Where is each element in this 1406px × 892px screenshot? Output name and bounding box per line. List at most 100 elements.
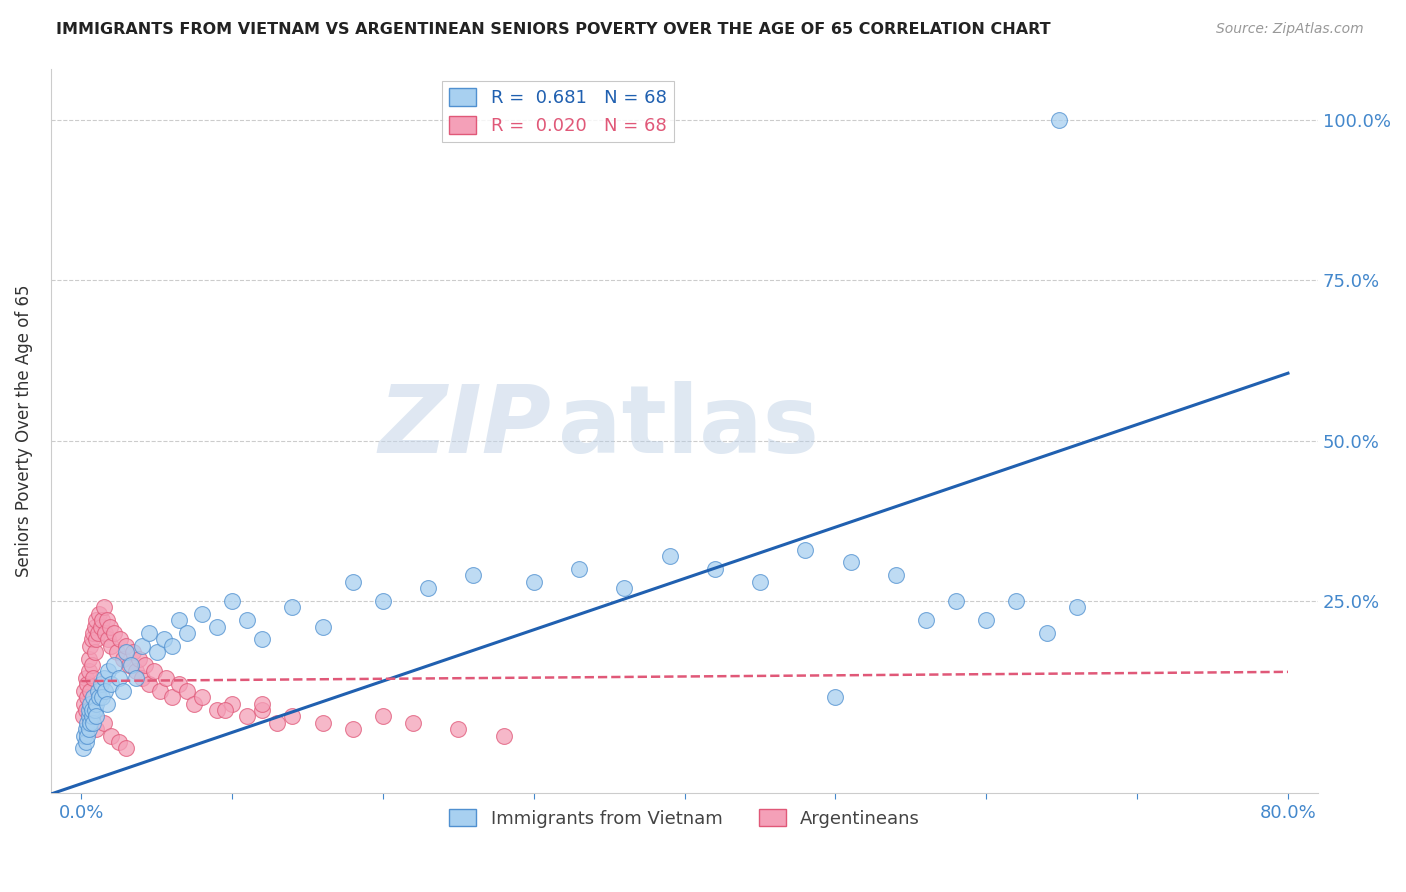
Y-axis label: Seniors Poverty Over the Age of 65: Seniors Poverty Over the Age of 65 [15,285,32,577]
Point [83,703,105,717]
Point [118,658,141,673]
Point [568,562,591,576]
Point [80,632,103,647]
Point [281,709,304,723]
Point [115,741,138,756]
Point [149,683,172,698]
Point [342,574,364,589]
Point [371,594,394,608]
Point [77,709,100,723]
Point [93,671,115,685]
Point [87,683,110,698]
Point [492,729,515,743]
Point [523,574,546,589]
Point [79,715,101,730]
Point [103,658,125,673]
Point [115,645,138,659]
Point [89,607,111,621]
Point [72,741,94,756]
Point [974,613,997,627]
Point [79,697,101,711]
Point [266,715,288,730]
Point [169,677,191,691]
Point [112,651,135,665]
Point [77,722,100,736]
Point [77,651,100,665]
Point [80,658,103,673]
Point [75,735,97,749]
Point [183,697,205,711]
Point [703,562,725,576]
Point [153,632,176,647]
Point [463,568,485,582]
Point [82,671,104,685]
Point [142,665,165,679]
Point [96,697,118,711]
Text: IMMIGRANTS FROM VIETNAM VS ARGENTINEAN SENIORS POVERTY OVER THE AGE OF 65 CORREL: IMMIGRANTS FROM VIETNAM VS ARGENTINEAN S… [56,22,1050,37]
Point [93,715,115,730]
Point [108,735,131,749]
Point [75,722,97,736]
Point [342,722,364,736]
Point [82,626,104,640]
Point [82,715,104,730]
Text: Source: ZipAtlas.com: Source: ZipAtlas.com [1216,22,1364,37]
Point [80,703,103,717]
Point [79,639,101,653]
Point [76,690,98,705]
Point [107,645,129,659]
Point [82,690,104,705]
Point [160,639,183,653]
Point [749,574,772,589]
Point [90,677,112,691]
Point [138,626,160,640]
Point [98,619,121,633]
Point [160,690,183,705]
Point [839,556,862,570]
Point [103,626,125,640]
Point [824,690,846,705]
Point [418,581,440,595]
Point [96,613,118,627]
Point [120,658,142,673]
Point [75,671,97,685]
Point [115,639,138,653]
Point [76,677,98,691]
Point [87,626,110,640]
Point [100,729,122,743]
Point [221,594,243,608]
Text: ZIP: ZIP [378,381,551,474]
Point [73,683,96,698]
Point [100,639,122,653]
Point [155,671,177,685]
Point [1035,626,1057,640]
Point [131,639,153,653]
Point [311,715,333,730]
Point [97,665,120,679]
Point [84,697,107,711]
Point [89,690,111,705]
Point [84,709,107,723]
Point [84,722,107,736]
Point [236,613,259,627]
Point [93,600,115,615]
Point [121,645,143,659]
Point [371,709,394,723]
Point [138,677,160,691]
Point [108,671,131,685]
Point [1066,600,1088,615]
Point [236,709,259,723]
Point [73,697,96,711]
Point [72,709,94,723]
Point [76,729,98,743]
Point [77,665,100,679]
Point [205,619,228,633]
Point [128,651,150,665]
Point [110,632,132,647]
Point [84,613,107,627]
Point [794,542,817,557]
Point [77,703,100,717]
Point [176,626,198,640]
Point [191,607,214,621]
Point [75,703,97,717]
